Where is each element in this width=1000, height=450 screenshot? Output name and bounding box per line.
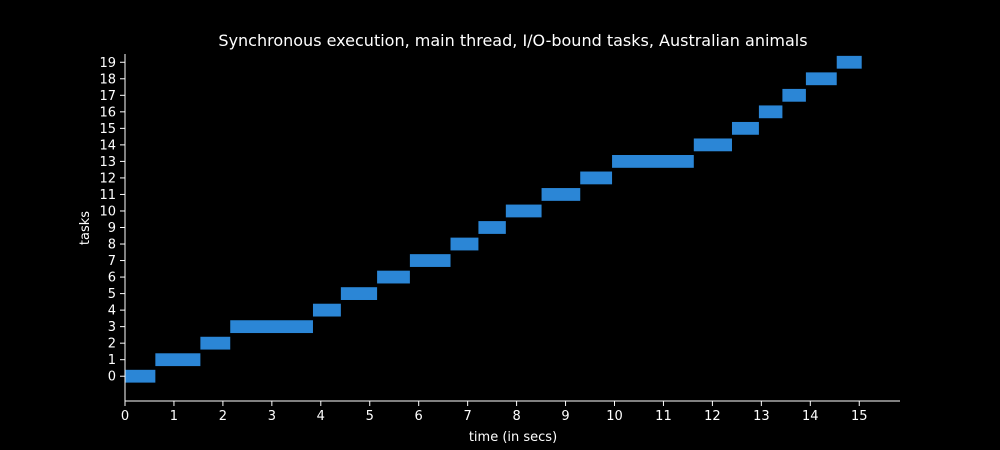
task-bar-7 bbox=[409, 254, 451, 267]
task-bar-10 bbox=[505, 204, 542, 218]
y-tick-label: 16 bbox=[99, 105, 116, 120]
x-tick-label: 0 bbox=[121, 409, 129, 424]
task-bar-1 bbox=[155, 353, 201, 367]
x-tick-label: 10 bbox=[606, 409, 623, 424]
task-bar-12 bbox=[580, 171, 613, 185]
y-tick-label: 4 bbox=[108, 304, 116, 319]
task-bar-3 bbox=[230, 320, 313, 334]
y-tick-label: 19 bbox=[99, 56, 116, 71]
y-axis-label: tasks bbox=[78, 211, 93, 245]
y-tick-label: 17 bbox=[99, 89, 116, 104]
x-axis-label: time (in secs) bbox=[469, 430, 557, 445]
x-tick-label: 2 bbox=[219, 409, 227, 424]
x-tick-label: 1 bbox=[170, 409, 178, 424]
x-tick-label: 11 bbox=[655, 409, 672, 424]
x-tick-label: 13 bbox=[753, 409, 770, 424]
task-bar-9 bbox=[478, 221, 506, 234]
y-tick-label: 0 bbox=[108, 370, 116, 385]
task-bar-15 bbox=[731, 121, 759, 135]
task-bar-13 bbox=[612, 155, 694, 168]
y-tick-label: 11 bbox=[99, 188, 116, 203]
task-bar-0 bbox=[125, 369, 156, 383]
task-bar-18 bbox=[805, 72, 837, 86]
x-tick-label: 8 bbox=[512, 409, 520, 424]
y-tick-label: 1 bbox=[108, 353, 116, 368]
x-tick-label: 6 bbox=[415, 409, 423, 424]
task-bar-11 bbox=[541, 188, 581, 201]
y-tick-label: 10 bbox=[99, 204, 116, 219]
bars-group bbox=[125, 55, 862, 383]
task-bar-16 bbox=[758, 105, 783, 119]
x-tick-label: 12 bbox=[704, 409, 721, 424]
task-bar-4 bbox=[312, 303, 341, 317]
x-tick-label: 7 bbox=[464, 409, 472, 424]
y-tick-label: 13 bbox=[99, 155, 116, 170]
task-bar-19 bbox=[836, 55, 862, 69]
y-tick-label: 3 bbox=[108, 320, 116, 335]
y-tick-label: 2 bbox=[108, 337, 116, 352]
task-bar-2 bbox=[200, 336, 231, 350]
y-tick-label: 14 bbox=[99, 138, 116, 153]
task-bar-14 bbox=[693, 138, 732, 152]
x-tick-label: 4 bbox=[317, 409, 325, 424]
x-tick-label: 14 bbox=[802, 409, 819, 424]
y-tick-label: 8 bbox=[108, 238, 116, 253]
y-tick-label: 12 bbox=[99, 171, 116, 186]
x-tick-label: 9 bbox=[561, 409, 569, 424]
y-tick-label: 18 bbox=[99, 72, 116, 87]
x-tick-label: 5 bbox=[366, 409, 374, 424]
y-tick-label: 5 bbox=[108, 287, 116, 302]
y-tick-label: 9 bbox=[108, 221, 116, 236]
x-ticks-group: 0 1 2 3 4 5 6 7 8 9 10 11 12 13 14 15 bbox=[121, 401, 868, 424]
task-bar-5 bbox=[340, 287, 378, 300]
chart-title: Synchronous execution, main thread, I/O-… bbox=[218, 31, 807, 50]
x-tick-label: 3 bbox=[268, 409, 276, 424]
y-tick-label: 15 bbox=[99, 122, 116, 137]
x-tick-label: 15 bbox=[851, 409, 868, 424]
task-bar-8 bbox=[450, 237, 479, 251]
y-tick-label: 6 bbox=[108, 271, 116, 286]
task-bar-17 bbox=[782, 88, 806, 102]
task-bar-6 bbox=[377, 270, 410, 284]
y-tick-label: 7 bbox=[108, 254, 116, 269]
